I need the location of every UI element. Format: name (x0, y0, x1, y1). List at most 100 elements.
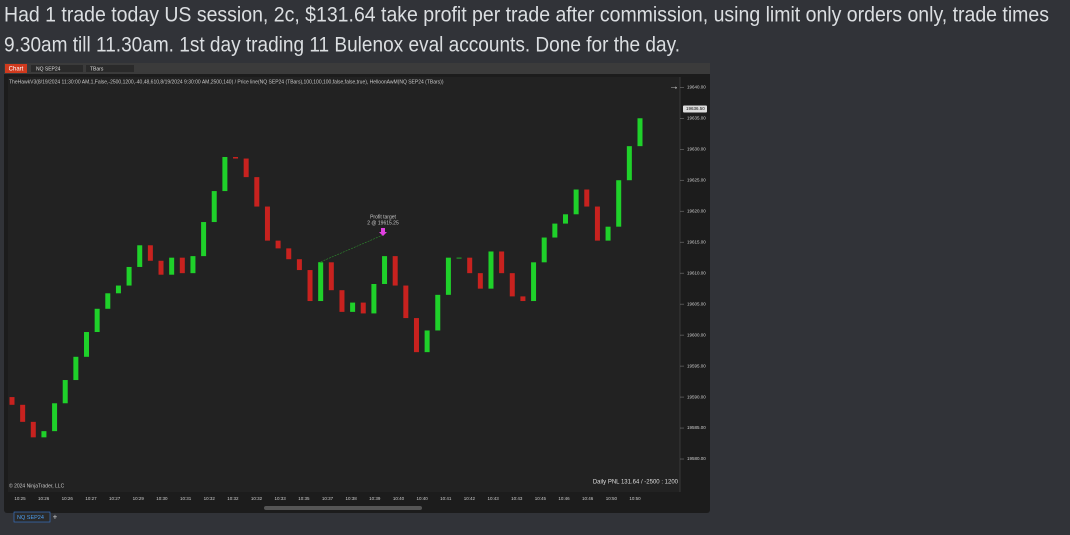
arrow-icon[interactable]: → (669, 82, 679, 93)
x-tick-label: 10:50 (629, 496, 641, 501)
x-tick-label: 10:26 (62, 496, 74, 501)
y-tick-label: 19610.00 (687, 270, 706, 275)
candle (296, 259, 302, 271)
candle (286, 248, 292, 260)
candle (243, 158, 249, 178)
bar-type-box[interactable] (86, 65, 134, 72)
candle (488, 251, 494, 289)
x-tick-label: 10:27 (109, 496, 121, 501)
candle (339, 290, 345, 312)
candle (552, 223, 558, 238)
candle (318, 262, 324, 302)
x-tick-label: 10:25 (14, 496, 26, 501)
plot-area (8, 77, 680, 492)
y-tick-label: 19585.00 (687, 425, 706, 430)
add-tab[interactable]: + (53, 513, 58, 522)
candle (328, 262, 334, 291)
candle (275, 240, 281, 249)
candle (115, 285, 121, 294)
last-price-label: 19636.50 (686, 106, 705, 111)
candle (84, 332, 90, 357)
y-tick-label: 19615.00 (687, 239, 706, 244)
y-tick-label: 19605.00 (687, 301, 706, 306)
candle (52, 403, 58, 432)
x-tick-label: 10:46 (558, 496, 570, 501)
annotation: Profit target (370, 214, 396, 220)
candle (73, 356, 79, 381)
x-tick-label: 10:43 (487, 496, 499, 501)
candle (179, 257, 185, 274)
x-tick-label: 10:43 (511, 496, 523, 501)
x-tick-label: 10:26 (38, 496, 50, 501)
x-tick-label: 10:39 (369, 496, 381, 501)
candle (254, 177, 260, 207)
candle (105, 293, 111, 309)
candle (531, 262, 537, 302)
x-tick-label: 10:31 (180, 496, 192, 501)
y-tick-label: 19590.00 (687, 394, 706, 399)
instrument-box[interactable] (31, 65, 83, 72)
candle (520, 296, 526, 302)
x-tick-label: 10:32 (251, 496, 263, 501)
chart-tab-label: Chart (9, 67, 24, 73)
candle (147, 245, 153, 261)
candle (467, 257, 473, 274)
last-price-box (683, 105, 707, 113)
x-tick-label: 10:32 (204, 496, 216, 501)
candle (307, 270, 313, 302)
bottom-tab[interactable] (13, 511, 51, 523)
candle (562, 214, 568, 224)
trade-line (317, 234, 384, 264)
candle (9, 397, 15, 405)
candle (637, 118, 643, 147)
candle (201, 222, 207, 257)
candle (509, 273, 515, 297)
x-tick-label: 10:29 (133, 496, 145, 501)
y-tick-label: 19595.00 (687, 363, 706, 368)
candle (413, 318, 419, 353)
candle (233, 156, 239, 159)
x-tick-label: 10:30 (156, 496, 168, 501)
candle (616, 180, 622, 227)
candle (424, 330, 430, 353)
candle (94, 308, 100, 333)
candle (456, 257, 462, 259)
candle (371, 284, 377, 314)
candle (222, 156, 228, 192)
candle (392, 256, 398, 286)
scrollbar[interactable] (264, 506, 422, 510)
y-tick-label: 19630.00 (687, 146, 706, 151)
y-tick-label: 19640.00 (687, 84, 706, 89)
candle (626, 146, 632, 181)
x-tick-label: 10:50 (606, 496, 618, 501)
candle (360, 302, 366, 314)
candle (499, 251, 505, 274)
candle (41, 431, 47, 438)
candle (435, 294, 441, 331)
x-tick-label: 10:35 (298, 496, 310, 501)
x-tick-label: 10:42 (464, 496, 476, 501)
candle (573, 189, 579, 215)
daily-pnl: Daily PNL 131.64 / -2500 : 1200 (593, 480, 679, 486)
instrument: NQ SEP24 (36, 66, 61, 72)
y-tick-label: 19620.00 (687, 208, 706, 213)
x-tick-label: 10:33 (275, 496, 287, 501)
x-tick-label: 10:32 (227, 496, 239, 501)
candle (126, 266, 132, 286)
chart-tab[interactable] (5, 64, 27, 73)
candle (350, 302, 356, 312)
candle (20, 404, 26, 422)
candle (477, 273, 483, 289)
y-tick-label: 19600.00 (687, 332, 706, 337)
x-tick-label: 10:37 (322, 496, 334, 501)
candle (445, 257, 451, 295)
x-tick-label: 10:45 (535, 496, 547, 501)
candle (541, 237, 547, 263)
candle (169, 257, 175, 275)
candle (403, 285, 409, 319)
x-tick-label: 10:40 (393, 496, 405, 501)
copyright: © 2024 NinjaTrader, LLC (9, 482, 65, 489)
message-line: 9.30am till 11.30am. 1st day trading 11 … (4, 34, 680, 57)
candle (137, 245, 143, 267)
